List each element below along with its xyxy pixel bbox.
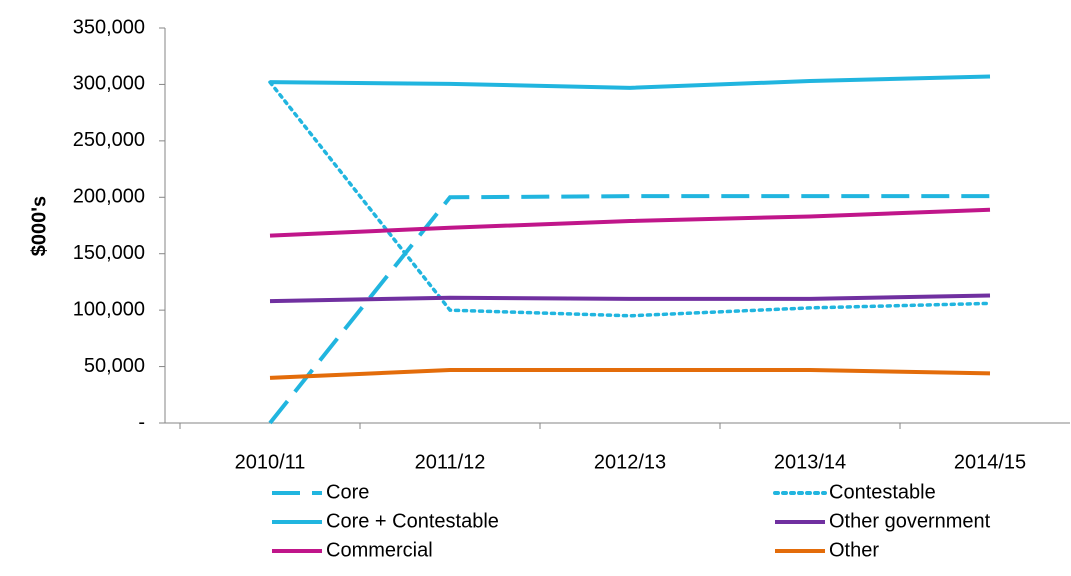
y-tick-label: - [138, 411, 145, 433]
y-tick-label: 250,000 [73, 129, 145, 151]
y-tick-label: 200,000 [73, 186, 145, 208]
series-line [269, 74, 991, 90]
x-tick-label: 2011/12 [415, 451, 486, 473]
y-tick-label: 100,000 [73, 298, 145, 320]
series-line [268, 80, 992, 318]
legend-label: Core + Contestable [326, 510, 499, 532]
legend-label: Other [829, 539, 879, 561]
legend-label: Other government [829, 510, 991, 532]
x-tick-label: 2010/11 [235, 451, 306, 473]
y-axis-label: $000's [28, 196, 50, 256]
series-line [269, 207, 991, 238]
series-line [269, 293, 991, 304]
y-tick-label: 350,000 [73, 16, 145, 38]
legend-label: Commercial [326, 539, 433, 561]
y-tick-label: 150,000 [73, 242, 145, 264]
y-tick-label: 300,000 [73, 73, 145, 95]
x-tick-label: 2013/14 [774, 451, 846, 473]
series-line [269, 367, 991, 380]
legend-label: Contestable [829, 481, 936, 503]
x-tick-label: 2014/15 [954, 451, 1026, 473]
y-tick-label: 50,000 [84, 355, 145, 377]
legend-label: Core [326, 481, 369, 503]
x-tick-label: 2012/13 [594, 451, 666, 473]
